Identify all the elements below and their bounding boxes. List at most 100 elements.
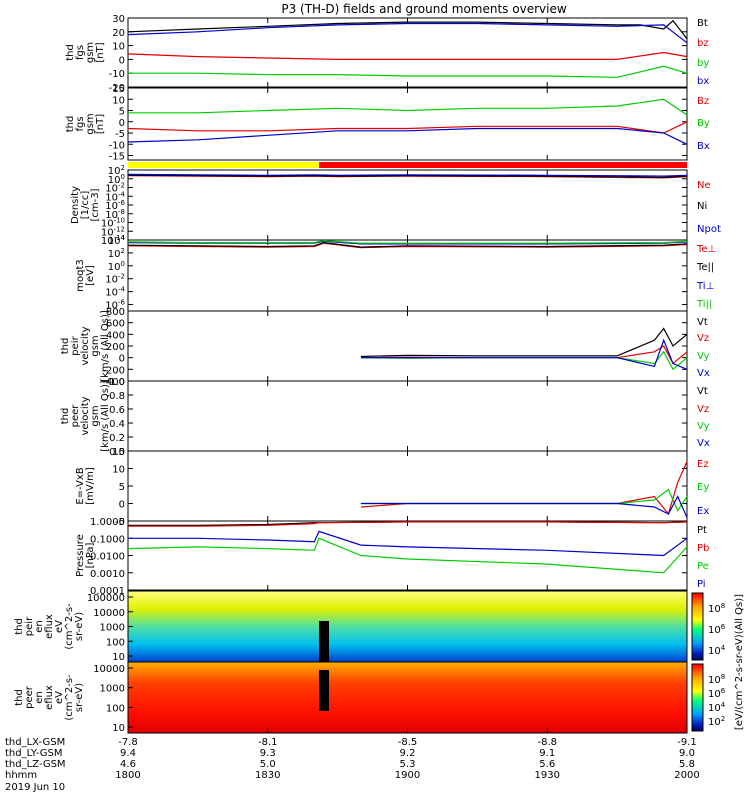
y-tick-label: 100 bbox=[108, 260, 125, 273]
colorbar-strip bbox=[691, 663, 704, 732]
y-tick-label: 0 bbox=[119, 354, 125, 365]
y-tick-label: -5 bbox=[115, 129, 125, 140]
y-tick-label: 10 bbox=[112, 465, 125, 476]
legend-label: bz bbox=[697, 38, 709, 49]
panel-frame bbox=[127, 310, 688, 382]
y-tick-label: 0.0 bbox=[109, 447, 125, 458]
date-label: 2019 Jun 10 bbox=[5, 782, 65, 793]
y-tick-label: 10-4 bbox=[105, 190, 125, 203]
colorbar-tick-label: 102 bbox=[708, 715, 725, 728]
legend-label: Vx bbox=[697, 438, 710, 449]
y-tick-label: 1.0 bbox=[109, 377, 125, 388]
y-axis-label: velocity bbox=[80, 326, 91, 365]
y-tick-label: 10-6 bbox=[105, 299, 125, 312]
y-axis-label: velocity bbox=[80, 396, 91, 435]
y-tick-label: 1000 bbox=[100, 684, 125, 695]
x-axis-group: thd_LX-GSM -7.8 -8.1 -8.5 -8.8 -9.1 thd_LY-GSM… bbox=[5, 728, 700, 793]
y-tick-label: 15 bbox=[112, 447, 125, 458]
colorbar-tick-label: 104 bbox=[708, 701, 726, 714]
y-tick-label: 0.0001 bbox=[90, 586, 125, 597]
legend-label: Ti⊥ bbox=[696, 281, 714, 292]
x-row-value: 1930 bbox=[535, 770, 560, 781]
y-axis-label: sr-eV) bbox=[74, 683, 85, 712]
x-row-value: 1830 bbox=[255, 770, 280, 781]
y-tick-label: 100000 bbox=[87, 593, 125, 604]
y-tick-label: 0.0010 bbox=[90, 569, 125, 580]
y-axis-label: [mV/m] bbox=[85, 467, 96, 505]
legend-label: Npot bbox=[697, 224, 721, 235]
y-axis-label: en bbox=[34, 620, 45, 633]
y-axis-label: en bbox=[34, 691, 45, 704]
y-tick-label: -15 bbox=[109, 152, 125, 163]
y-axis-label: thd bbox=[65, 116, 76, 133]
y-tick-label: 10-10 bbox=[101, 217, 125, 230]
legend-label: Pe bbox=[697, 561, 709, 572]
y-tick-label: 10-2 bbox=[105, 182, 125, 195]
series-line bbox=[127, 121, 688, 134]
series-line bbox=[127, 51, 688, 61]
x-row-value: 1900 bbox=[395, 770, 420, 781]
legend-label: Te|| bbox=[696, 262, 714, 273]
y-tick-label: 0.0100 bbox=[90, 552, 125, 563]
y-axis-label: thd bbox=[60, 338, 71, 355]
x-row-value: 9.3 bbox=[260, 748, 276, 759]
x-row-value: 5.8 bbox=[679, 759, 695, 770]
y-axis-label: [nPa] bbox=[85, 542, 96, 568]
y-axis-label: eV bbox=[54, 620, 65, 633]
legend-label: Ey bbox=[697, 482, 709, 493]
panel-frame bbox=[127, 450, 688, 522]
y-axis-label: peer bbox=[70, 404, 81, 428]
legend-label: Vz bbox=[697, 333, 709, 344]
series-line bbox=[360, 495, 688, 518]
y-tick-label: 400 bbox=[106, 330, 125, 341]
y-axis-label: [cm-3] bbox=[90, 188, 101, 221]
y-tick-label: 0 bbox=[119, 55, 125, 66]
y-tick-label: 0 bbox=[119, 118, 125, 129]
y-tick-label: 10 bbox=[112, 95, 125, 106]
x-row-value: -8.1 bbox=[258, 737, 278, 748]
y-tick-label: 100 bbox=[106, 637, 125, 648]
x-row-value: 1800 bbox=[115, 770, 140, 781]
panel-frame bbox=[127, 520, 688, 591]
spectrogram-1: 10000 1000 100 10 thd peer en eflux eV (cm^2-s-sr… bbox=[14, 661, 688, 734]
y-axis-label: [nT] bbox=[95, 114, 106, 134]
y-tick-label: 800 bbox=[106, 307, 125, 318]
y-axis-label: thd bbox=[14, 689, 25, 706]
y-axis-label: [1/cc] bbox=[80, 191, 91, 220]
legend-label: Pt bbox=[697, 525, 707, 536]
y-axis-label: fgs bbox=[75, 45, 86, 60]
y-axis-label: fgs bbox=[75, 116, 86, 131]
legend-label: bx bbox=[697, 76, 709, 87]
y-axis-label: gsm bbox=[85, 42, 96, 63]
x-row-value: -9.1 bbox=[677, 737, 697, 748]
y-tick-label: 0.4 bbox=[109, 419, 125, 430]
colorbar-strip bbox=[691, 592, 704, 661]
legend-label: Vt bbox=[697, 317, 708, 328]
panel-5: 1.0 0.8 0.6 0.4 0.2 0.0 thd peer velocity gsm [km/… bbox=[60, 377, 710, 458]
series-line bbox=[127, 537, 688, 574]
y-axis-label: eV bbox=[54, 691, 65, 704]
y-tick-label: -200 bbox=[102, 365, 125, 376]
series-line bbox=[127, 127, 688, 145]
series-line bbox=[128, 521, 688, 527]
series-line bbox=[127, 173, 688, 177]
y-axis-label: eflux bbox=[44, 614, 55, 639]
colorbar-tick-label: 106 bbox=[708, 623, 726, 636]
colorbar-tick-label: 108 bbox=[708, 673, 725, 686]
y-tick-label: 0.6 bbox=[109, 405, 125, 416]
panel-frame bbox=[127, 169, 688, 241]
spectrogram-fill bbox=[128, 591, 687, 662]
legend-label: by bbox=[697, 58, 709, 69]
x-row-value: 9.1 bbox=[539, 748, 555, 759]
legend-label: Te⊥ bbox=[696, 244, 716, 255]
x-row-value: 4.6 bbox=[120, 759, 136, 770]
y-tick-label: 102 bbox=[108, 247, 125, 260]
y-tick-label: 10-14 bbox=[101, 234, 126, 247]
y-tick-label: 1000 bbox=[100, 623, 125, 634]
